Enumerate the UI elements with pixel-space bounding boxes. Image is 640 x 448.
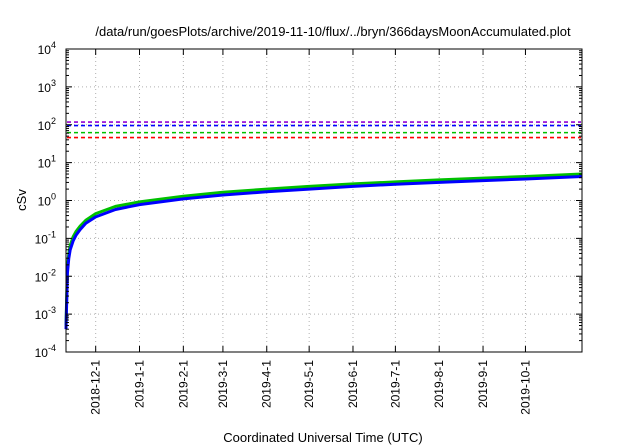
y-tick-label: 104 bbox=[38, 40, 56, 57]
y-tick-label: 10-1 bbox=[35, 229, 56, 246]
x-tick-label: 2019-9-1 bbox=[476, 360, 490, 408]
x-tick-label: 2019-3-1 bbox=[216, 360, 230, 408]
x-tick-label: 2019-6-1 bbox=[346, 360, 360, 408]
y-tick-label: 103 bbox=[38, 78, 56, 95]
y-tick-label: 100 bbox=[38, 192, 56, 209]
y-axis-label: cSv bbox=[14, 189, 29, 211]
x-tick-label: 2018-12-1 bbox=[89, 360, 103, 415]
y-tick-label: 102 bbox=[38, 116, 56, 133]
x-axis-label: Coordinated Universal Time (UTC) bbox=[223, 430, 422, 445]
series-line bbox=[64, 172, 583, 326]
reference-lines bbox=[67, 121, 581, 139]
y-ticks: 10-4 10-3 10-2 10-1 100 101 102 103 104 bbox=[35, 40, 582, 360]
series-line bbox=[64, 175, 583, 330]
y-tick-label: 10-2 bbox=[35, 267, 56, 284]
x-tick-label: 2019-7-1 bbox=[388, 360, 402, 408]
grid bbox=[66, 49, 582, 352]
x-ticks: 2018-12-1 2019-1-1 2019-2-1 2019-3-1 2019-4-… bbox=[89, 49, 532, 415]
x-tick-label: 2019-10-1 bbox=[518, 360, 532, 415]
x-tick-label: 2019-5-1 bbox=[302, 360, 316, 408]
y-tick-label: 10-3 bbox=[35, 305, 56, 322]
x-tick-label: 2019-8-1 bbox=[432, 360, 446, 408]
x-tick-label: 2019-4-1 bbox=[260, 360, 274, 408]
series-group bbox=[64, 172, 583, 330]
chart-title: /data/run/goesPlots/archive/2019-11-10/f… bbox=[95, 24, 571, 39]
x-tick-label: 2019-1-1 bbox=[133, 360, 147, 408]
y-tick-label: 101 bbox=[38, 154, 56, 171]
x-tick-label: 2019-2-1 bbox=[176, 360, 190, 408]
y-tick-label: 10-4 bbox=[35, 343, 56, 360]
